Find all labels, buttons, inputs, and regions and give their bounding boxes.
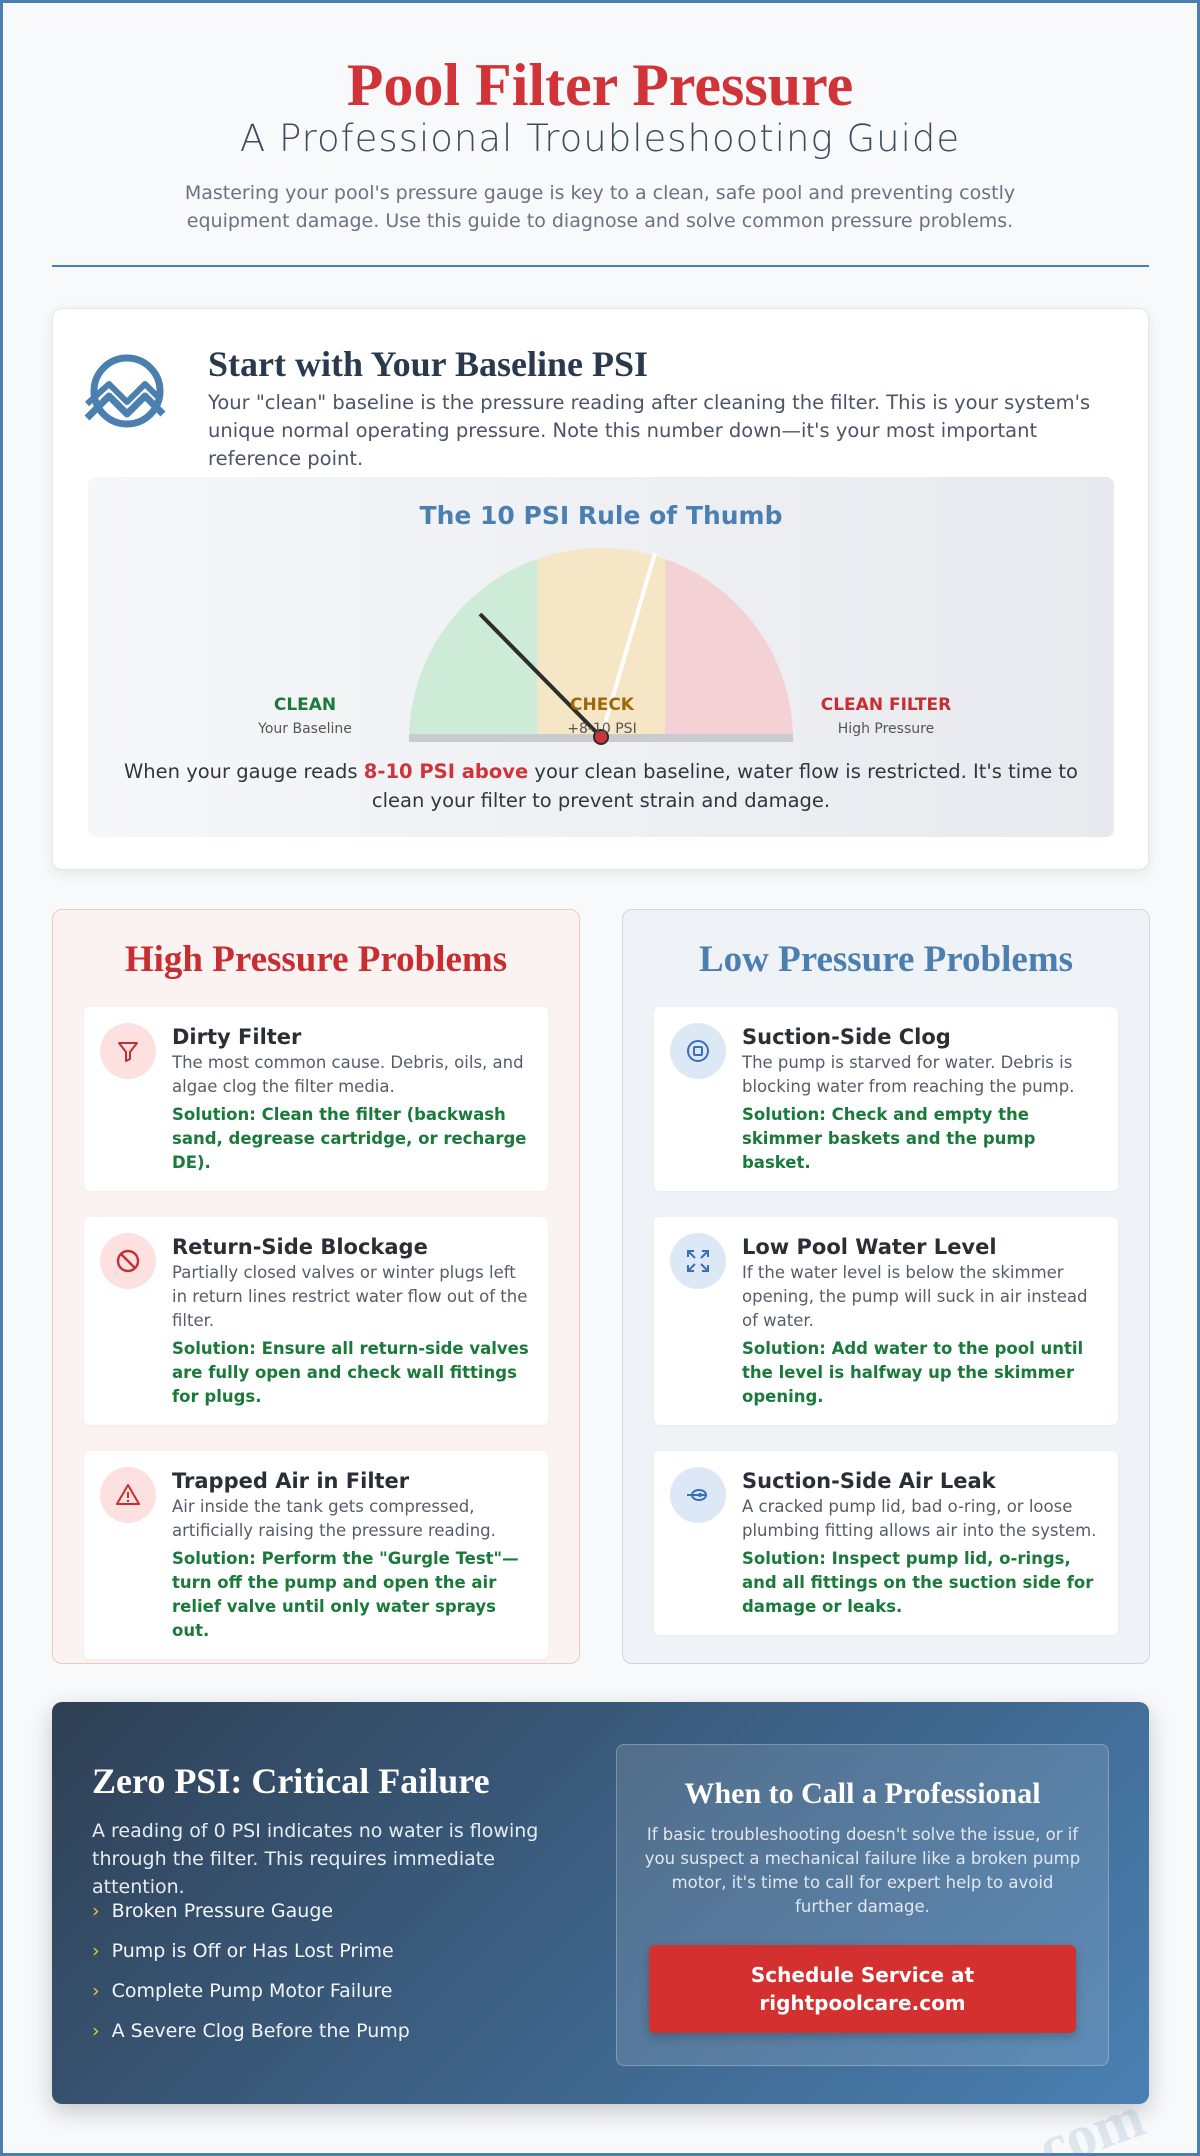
gauge	[409, 548, 793, 745]
chevron: ›	[92, 1980, 100, 2002]
baseline-text: Your "clean" baseline is the pressure re…	[208, 391, 1091, 470]
cause-text: A Severe Clog Before the Pump	[111, 2020, 410, 2042]
icon	[116, 1249, 140, 1273]
baseline-card: Start with Your Baseline PSI Your "clean…	[52, 308, 1149, 870]
title: Pool Filter Pressure	[346, 52, 854, 118]
problem-icon	[100, 1233, 156, 1289]
cause-item: › Pump is Off or Has Lost Prime	[92, 1940, 394, 1962]
zero-section: Zero PSI: Critical Failure A reading of …	[52, 1702, 1149, 2104]
column-title: High Pressure Problems	[124, 939, 508, 980]
column-title: Low Pressure Problems	[698, 939, 1074, 980]
problem-icon	[100, 1023, 156, 1079]
gauge-box: The 10 PSI Rule of Thumb CLEAN Your Basel…	[88, 477, 1114, 837]
cause-text: Pump is Off or Has Lost Prime	[111, 1940, 394, 1962]
problem-card: Low Pool Water Level If the water level i…	[654, 1217, 1118, 1425]
zone-label: CHECK	[570, 695, 634, 715]
baseline-icon	[84, 354, 166, 428]
zone-sub: High Pressure	[837, 721, 935, 737]
problem-solution: Solution: Add water to the pool until th…	[742, 1339, 1084, 1406]
problem-solution: Solution: Clean the filter (backwash san…	[172, 1105, 527, 1172]
problem-solution: Solution: Ensure all return-side valves …	[172, 1339, 529, 1406]
low-column: Low Pressure Problems Suction-Side Clog T…	[622, 909, 1150, 1664]
pro-box: When to Call a Professional If basic tro…	[616, 1744, 1109, 2066]
pro-title: When to Call a Professional	[684, 1777, 1041, 1810]
problem-card: Suction-Side Clog The pump is starved for…	[654, 1007, 1118, 1191]
problem-card: Suction-Side Air Leak A cracked pump lid,…	[654, 1451, 1118, 1635]
icon	[687, 1040, 709, 1062]
pro-text: If basic troubleshooting doesn't solve t…	[644, 1825, 1081, 1916]
icon	[687, 1489, 707, 1501]
problem-icon	[100, 1467, 156, 1523]
caption-text: When your gauge reads	[124, 760, 364, 783]
problem-card: Return-Side Blockage Partially closed val…	[84, 1217, 548, 1425]
zone-sub: +8-10 PSI	[567, 721, 637, 737]
problem-title: Return-Side Blockage	[172, 1235, 428, 1259]
problem-card: Dirty Filter The most common cause. Debri…	[84, 1007, 548, 1191]
zone-label: CLEAN	[273, 695, 337, 715]
service-button[interactable]: Schedule Service at rightpoolcare.com	[649, 1945, 1076, 2033]
problem-title: Suction-Side Air Leak	[742, 1469, 996, 1493]
baseline-title: Start with Your Baseline PSI	[208, 344, 649, 384]
icon	[118, 1042, 138, 1062]
cause-text: Complete Pump Motor Failure	[111, 1980, 393, 2002]
cause-item: › Broken Pressure Gauge	[92, 1900, 333, 1922]
subtitle: A Professional Troubleshooting Guide	[239, 117, 961, 160]
gauge-title: The 10 PSI Rule of Thumb	[419, 501, 783, 530]
chevron: ›	[92, 1900, 100, 1922]
icon	[116, 1484, 140, 1505]
problem-icon	[670, 1233, 726, 1289]
problem-title: Suction-Side Clog	[742, 1025, 951, 1049]
divider	[52, 265, 1149, 267]
problem-icon	[670, 1467, 726, 1523]
cause-item: › A Severe Clog Before the Pump	[92, 2020, 410, 2042]
problem-solution: Solution: Check and empty the skimmer ba…	[742, 1105, 1036, 1172]
icon	[687, 1250, 709, 1272]
problem-text: Air inside the tank gets compressed, art…	[172, 1497, 496, 1540]
chevron: ›	[92, 2020, 100, 2042]
problem-title: Trapped Air in Filter	[172, 1469, 410, 1493]
caption-highlight: 8-10 PSI above	[363, 760, 529, 783]
cause-item: › Complete Pump Motor Failure	[92, 1980, 392, 2002]
zero-title: Zero PSI: Critical Failure	[92, 1761, 490, 1801]
intro: Mastering your pool's pressure gauge is …	[184, 182, 1016, 232]
problem-text: Partially closed valves or winter plugs …	[172, 1263, 528, 1330]
cause-text: Broken Pressure Gauge	[111, 1900, 334, 1922]
zone-sub: Your Baseline	[258, 721, 352, 737]
problem-solution: Solution: Inspect pump lid, o-rings, and…	[742, 1549, 1094, 1616]
zero-text: A reading of 0 PSI indicates no water is…	[92, 1820, 539, 1898]
problem-text: If the water level is below the skimmer …	[742, 1263, 1088, 1330]
problem-text: The pump is starved for water. Debris is…	[742, 1053, 1075, 1096]
high-column: High Pressure Problems Dirty Filter The m…	[52, 909, 580, 1664]
problem-card: Trapped Air in Filter Air inside the tank…	[84, 1451, 548, 1659]
problem-text: A cracked pump lid, bad o-ring, or loose…	[742, 1497, 1097, 1540]
problem-solution: Solution: Perform the "Gurgle Test"—turn…	[172, 1549, 519, 1640]
gauge-caption: When your gauge reads 8-10 PSI above you…	[108, 757, 1094, 815]
zone-label: CLEAN FILTER	[820, 695, 952, 715]
problem-text: The most common cause. Debris, oils, and…	[172, 1053, 524, 1096]
caption-text: your clean baseline, water flow is restr…	[371, 760, 1078, 812]
problem-title: Dirty Filter	[172, 1025, 302, 1049]
problem-title: Low Pool Water Level	[742, 1235, 997, 1259]
chevron: ›	[92, 1940, 100, 1962]
problem-icon	[670, 1023, 726, 1079]
